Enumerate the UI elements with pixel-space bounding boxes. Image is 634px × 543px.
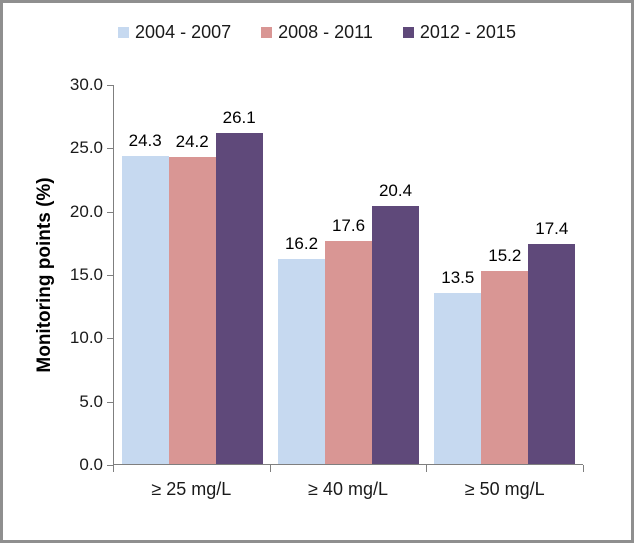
bar-group: 13.5 15.2 17.4: [427, 85, 583, 464]
bar: [168, 157, 216, 464]
bar: [481, 271, 529, 464]
legend-item: 2008 - 2011: [261, 22, 373, 43]
x-category-label: ≥ 40 mg/L: [308, 479, 388, 499]
x-category-label: ≥ 50 mg/L: [464, 479, 545, 499]
bar-wrapper: 20.4: [371, 181, 419, 464]
bar-group: 16.2 17.6 20.4: [270, 85, 426, 464]
legend-label: 2012 - 2015: [419, 21, 516, 42]
y-tick-label: 5.0: [79, 391, 103, 411]
bar: [215, 133, 263, 464]
bar-wrapper: 24.2: [168, 132, 216, 464]
plot-area: 24.3 24.2 26.1 16.2 17.6 20.4 13.5 15.2 17.4: [113, 85, 583, 465]
bar-value-label: 26.1: [222, 108, 256, 127]
legend-label: 2004 - 2007: [135, 21, 232, 42]
legend-item: 2004 - 2007: [118, 22, 231, 43]
bar: [434, 293, 482, 464]
bar-value-label: 17.4: [535, 219, 569, 238]
y-tick-mark: [107, 338, 113, 340]
bar-wrapper: 17.6: [324, 216, 372, 464]
bar-value-label: 24.2: [175, 132, 209, 151]
bar-value-label: 20.4: [378, 181, 413, 200]
bar-chart: 2004 - 2007 2008 - 2011 2012 - 2015 Monito…: [3, 3, 631, 540]
bar: [277, 259, 325, 464]
bar-value-label: 24.3: [128, 131, 162, 150]
legend-swatch-icon: [118, 26, 130, 38]
legend-swatch-icon: [402, 26, 414, 38]
x-tick-mark: [113, 465, 114, 472]
y-tick-mark: [107, 465, 113, 466]
bar-value-label: 13.5: [441, 268, 475, 287]
x-tick-mark: [583, 465, 584, 472]
y-tick-mark: [107, 148, 113, 150]
bar-group: 24.3 24.2 26.1: [114, 85, 270, 464]
bar: [121, 156, 169, 464]
bar-value-label: 17.6: [331, 216, 366, 235]
x-tick-mark: [426, 465, 428, 472]
y-tick-mark: [107, 211, 113, 213]
bar: [324, 241, 372, 464]
x-tick-mark: [269, 465, 271, 472]
y-tick-mark: [107, 85, 113, 86]
bar-value-label: 15.2: [488, 246, 522, 265]
legend-item: 2012 - 2015: [402, 21, 516, 43]
y-tick-label: 25.0: [69, 138, 103, 158]
legend-label: 2008 - 2011: [278, 21, 373, 42]
bar: [371, 206, 419, 464]
chart-legend: 2004 - 2007 2008 - 2011 2012 - 2015: [3, 19, 631, 45]
y-tick-label: 10.0: [69, 328, 103, 348]
bar-wrapper: 16.2: [277, 234, 325, 464]
y-tick-mark: [107, 275, 113, 276]
legend-swatch-icon: [261, 26, 273, 38]
bar-wrapper: 13.5: [434, 268, 482, 464]
y-tick-label: 0.0: [79, 455, 103, 474]
y-tick-label: 20.0: [69, 201, 103, 221]
x-axis-category-labels: ≥ 25 mg/L ≥ 40 mg/L ≥ 50 mg/L: [113, 479, 583, 500]
bar-wrapper: 26.1: [215, 108, 263, 464]
bar-wrapper: 24.3: [121, 131, 169, 464]
bar: [528, 244, 576, 464]
x-category-label: ≥ 25 mg/L: [151, 479, 232, 499]
y-tick-mark: [107, 401, 113, 403]
bar-groups: 24.3 24.2 26.1 16.2 17.6 20.4 13.5 15.2 17.4: [114, 85, 583, 464]
bar-wrapper: 17.4: [528, 219, 576, 464]
bar-wrapper: 15.2: [481, 246, 529, 464]
y-tick-label: 30.0: [69, 75, 103, 94]
bar-value-label: 16.2: [284, 234, 319, 253]
y-tick-label: 15.0: [69, 265, 103, 284]
